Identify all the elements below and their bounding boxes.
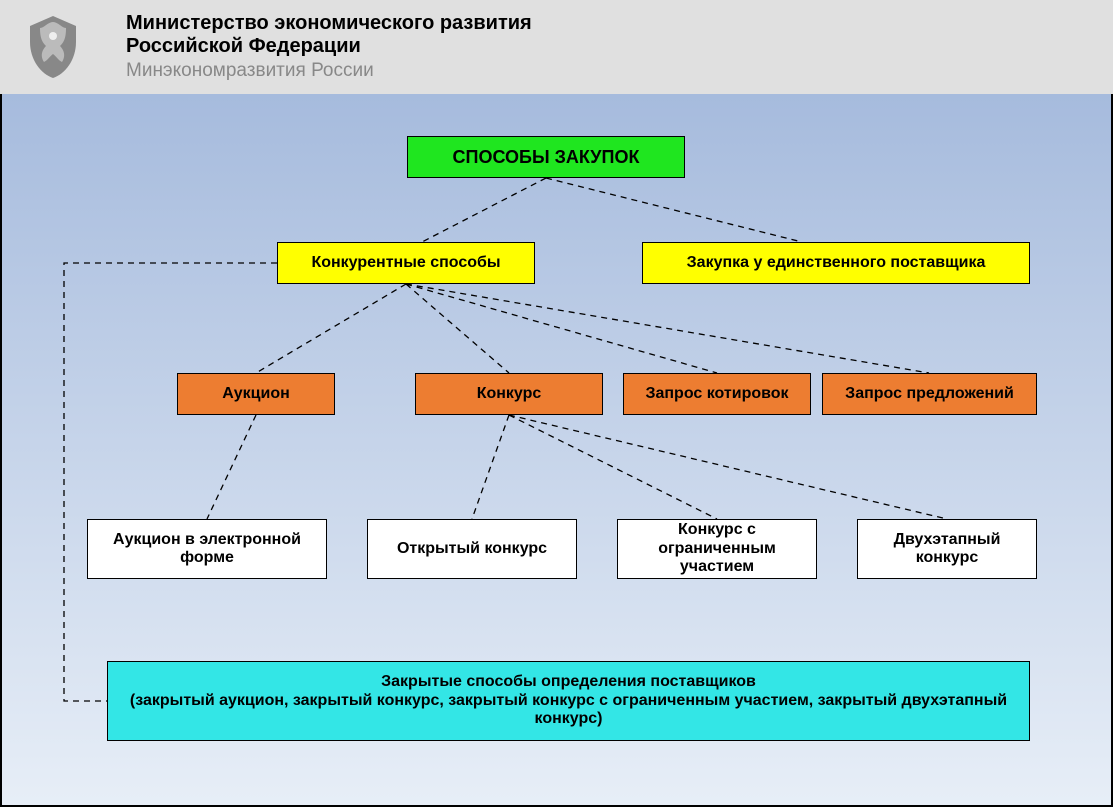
node-auction: Аукцион (177, 373, 335, 415)
node-single: Закупка у единственного поставщика (642, 242, 1030, 284)
node-proposals: Запрос предложений (822, 373, 1037, 415)
node-closed: Закрытые способы определения поставщиков… (107, 661, 1030, 741)
ministry-subtitle: Минэкономразвития России (126, 60, 532, 82)
node-konkurs: Конкурс (415, 373, 603, 415)
ministry-title-line1: Министерство экономического развития (126, 12, 532, 35)
ministry-title-line2: Российской Федерации (126, 35, 532, 58)
node-root: СПОСОБЫ ЗАКУПОК (407, 136, 685, 178)
node-comp: Конкурентные способы (277, 242, 535, 284)
node-openk: Открытый конкурс (367, 519, 577, 579)
node-limitedk: Конкурс с ограниченным участием (617, 519, 817, 579)
node-eauction: Аукцион в электронной форме (87, 519, 327, 579)
node-quotes: Запрос котировок (623, 373, 811, 415)
diagram-area: СПОСОБЫ ЗАКУПОК Конкурентные способы Закуп… (0, 94, 1113, 807)
page-header: Министерство экономического развития Рос… (0, 0, 1113, 94)
node-twostage: Двухэтапный конкурс (857, 519, 1037, 579)
emblem-icon (20, 12, 86, 82)
